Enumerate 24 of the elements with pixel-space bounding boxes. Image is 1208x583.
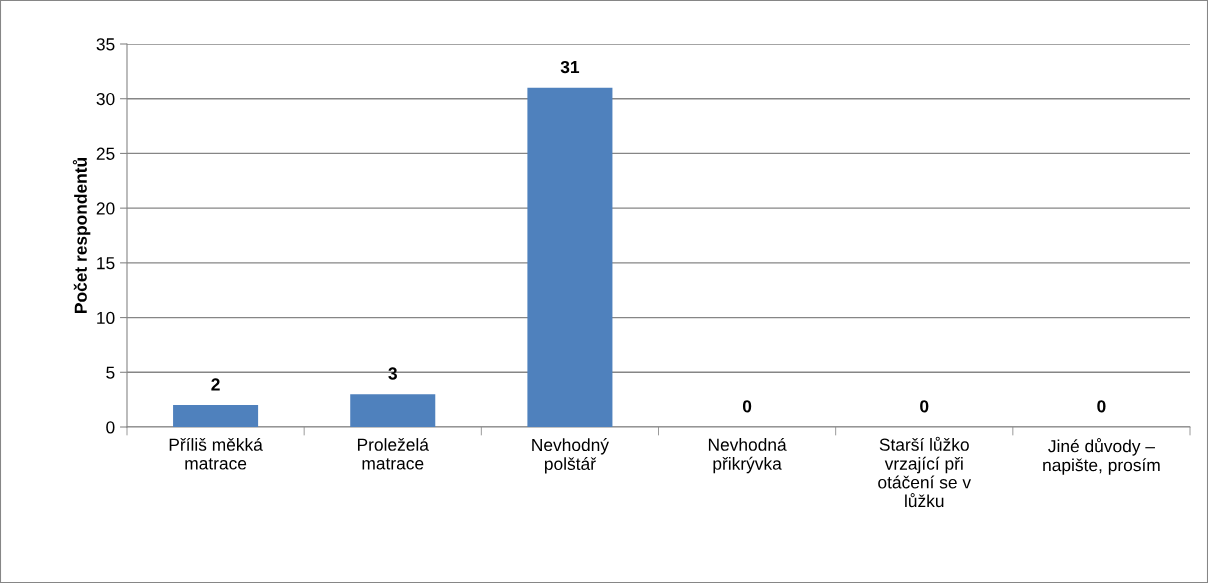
bar [527, 87, 613, 427]
y-tick-label: 0 [106, 421, 115, 434]
data-label: 31 [560, 60, 580, 74]
data-label: 2 [211, 378, 220, 391]
bar [350, 394, 436, 427]
x-tick-label: Proleželá matrace [357, 437, 429, 470]
y-tick-label: 30 [96, 92, 115, 106]
x-tick-label: Příliš měkká matrace [169, 437, 263, 470]
data-label: 3 [388, 367, 397, 380]
y-tick-label: 35 [96, 38, 115, 51]
bar [173, 405, 259, 427]
x-tick-label: Nevhodná přikrývka [708, 437, 787, 474]
data-label: 0 [1097, 400, 1106, 413]
data-label: 0 [920, 400, 929, 413]
data-label: 0 [742, 400, 752, 413]
y-tick-label: 10 [97, 311, 115, 325]
y-tick-label: 15 [97, 257, 115, 270]
y-tick-label: 5 [106, 366, 115, 379]
x-tick-label: Starší lůžko vrzající při otáčení se v lůžku [878, 436, 971, 508]
y-tick-label: 20 [96, 202, 115, 215]
x-tick-label: Nevhodný polštář [532, 438, 609, 474]
y-tick-label: 25 [96, 147, 115, 160]
y-axis-title: Počet respondentů [72, 158, 91, 313]
x-tick-label: Jiné důvody – napište, prosím [1043, 438, 1160, 475]
